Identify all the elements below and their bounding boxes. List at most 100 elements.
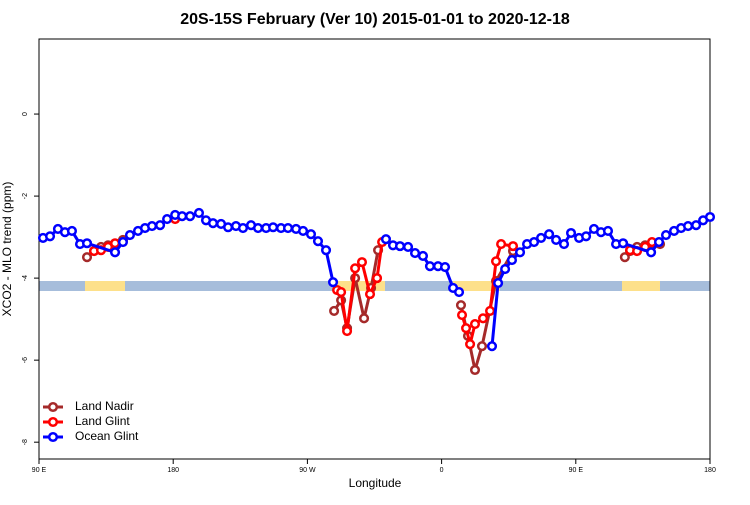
series-line <box>86 238 661 372</box>
data-point <box>528 236 540 248</box>
y-tick-label: -4 <box>22 275 29 281</box>
data-point <box>439 261 451 273</box>
x-tick-label: 90 E <box>32 467 47 474</box>
data-point <box>155 220 166 231</box>
data-point <box>193 207 205 218</box>
y-axis-label: XCO2 - MLO trend (ppm) <box>0 182 14 317</box>
data-point <box>109 247 121 258</box>
y-tick-label: -2 <box>22 193 29 199</box>
data-point <box>490 256 502 267</box>
y-tick-label: -8 <box>22 439 29 445</box>
data-point <box>81 252 93 263</box>
data-point <box>417 250 429 262</box>
data-point <box>478 313 489 324</box>
data-point <box>109 238 121 249</box>
data-point <box>146 220 158 232</box>
data-point <box>461 323 472 334</box>
data-point <box>177 211 188 222</box>
data-point <box>403 241 414 252</box>
data-point <box>184 211 196 222</box>
legend-marker <box>47 416 59 428</box>
x-axis-label: Longitude <box>349 476 402 490</box>
data-point <box>424 261 436 272</box>
x-tick-label: 90 W <box>299 467 316 474</box>
legend-label: Land Glint <box>75 414 130 428</box>
data-point <box>364 289 376 300</box>
data-point <box>312 236 324 247</box>
data-point <box>223 222 234 233</box>
data-point <box>646 247 657 258</box>
legend-label: Land Nadir <box>75 399 134 413</box>
data-point <box>380 234 392 245</box>
data-point <box>581 231 592 242</box>
x-tick-label: 90 E <box>569 467 584 474</box>
data-point <box>619 252 630 263</box>
land-strip <box>622 281 660 291</box>
series <box>37 207 716 352</box>
data-point <box>237 223 249 234</box>
x-tick-label: 180 <box>167 467 179 474</box>
data-point <box>44 231 56 242</box>
data-point <box>691 220 702 231</box>
data-point <box>268 222 279 233</box>
data-point <box>500 264 511 275</box>
data-point <box>476 341 488 352</box>
data-point <box>356 257 368 268</box>
x-tick-label: 180 <box>704 467 716 474</box>
data-point <box>342 325 353 337</box>
data-point <box>124 230 136 241</box>
data-point <box>371 273 383 284</box>
land-strip <box>333 281 385 291</box>
data-point <box>506 255 518 266</box>
data-point <box>544 229 555 240</box>
data-point <box>305 229 317 240</box>
data-point <box>618 238 629 249</box>
data-point <box>282 223 294 234</box>
data-point <box>207 218 219 229</box>
series <box>81 234 666 376</box>
data-point <box>456 309 468 321</box>
data-point <box>602 225 614 237</box>
legend-marker <box>47 431 59 443</box>
data-point <box>469 364 481 376</box>
chart-title: 20S-15S February (Ver 10) 2015-01-01 to … <box>180 11 570 28</box>
data-point <box>162 214 173 225</box>
data-point <box>320 245 332 256</box>
land-strip <box>453 281 500 291</box>
data-point <box>469 319 481 330</box>
data-point <box>350 263 361 274</box>
data-point <box>117 236 128 248</box>
land-strip <box>85 281 125 291</box>
data-point <box>410 248 421 259</box>
data-point <box>551 234 562 246</box>
data-point <box>486 341 498 352</box>
data-point <box>252 223 264 234</box>
plot-frame <box>38 38 711 460</box>
data-point <box>359 313 370 324</box>
y-tick-label: -6 <box>22 357 29 363</box>
data-point <box>455 300 467 311</box>
data-point <box>514 247 526 258</box>
data-point <box>327 277 339 288</box>
legend-label: Ocean Glint <box>75 429 139 443</box>
data-point <box>394 241 406 252</box>
legend-marker <box>47 401 59 413</box>
data-point <box>704 211 716 223</box>
data-point <box>81 238 93 249</box>
data-point <box>66 225 78 237</box>
data-point <box>329 305 340 316</box>
data-point <box>653 236 665 248</box>
x-tick-label: 0 <box>440 467 444 474</box>
data-point <box>336 287 347 298</box>
data-point <box>298 225 309 237</box>
data-point <box>683 220 694 232</box>
data-point <box>660 230 672 241</box>
data-point <box>493 277 504 289</box>
data-point <box>565 227 577 239</box>
data-point <box>536 232 547 243</box>
data-point <box>453 287 465 298</box>
data-point <box>496 239 507 250</box>
data-point <box>485 305 496 316</box>
data-point <box>465 339 476 350</box>
